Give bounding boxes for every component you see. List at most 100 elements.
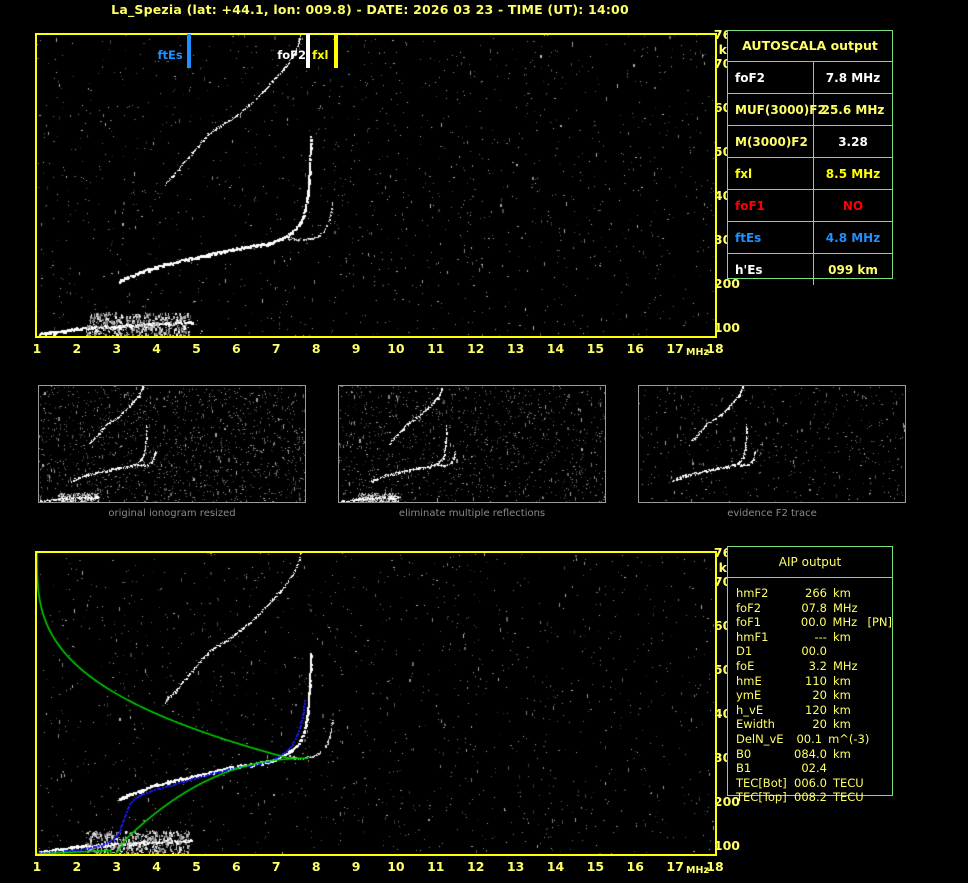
x-axis-tick-14: 14	[546, 859, 565, 874]
aip-param-key: TEC[Bot]	[736, 775, 787, 790]
autoscala-row: h'Es 099 km	[728, 254, 892, 285]
aip-param-key: hmF1	[736, 629, 769, 644]
aip-param-key: Ewidth	[736, 717, 775, 732]
profile-plot-area[interactable]	[35, 551, 717, 856]
x-axis-tick-16: 16	[626, 859, 644, 874]
x-axis-tick-3: 3	[112, 859, 122, 874]
aip-param-value: 02.4	[801, 761, 827, 776]
marker-label-foF2: foF2	[277, 48, 306, 62]
aip-param-key: hmE	[736, 673, 762, 688]
thumbnail-evidence-f2-trace[interactable]	[638, 385, 906, 503]
autoscala-param-value: 8.5 MHz	[825, 166, 881, 181]
x-axis-tick-9: 9	[351, 341, 361, 356]
autoscala-param-label: fxl	[728, 158, 814, 189]
ionogram-plot-area[interactable]	[35, 33, 717, 338]
y-axis-label-200-bottom: 200	[713, 794, 740, 809]
aip-param-value: 008.2	[794, 790, 827, 805]
autoscala-param-label: foF2	[728, 62, 814, 93]
aip-param-extra	[868, 659, 892, 674]
x-axis-tick-10: 10	[387, 341, 405, 356]
aip-param-extra	[868, 630, 892, 645]
aip-param-value: 20	[812, 717, 827, 732]
aip-param-key: B1	[736, 761, 752, 776]
autoscala-row: foF1 NO	[728, 190, 892, 222]
marker-label-ftEs: ftEs	[157, 48, 183, 62]
x-axis-tick-1: 1	[32, 859, 42, 874]
aip-title: AIP output	[728, 547, 892, 578]
aip-param-extra	[868, 674, 892, 689]
y-axis-label-100: 100	[713, 320, 740, 335]
x-axis-tick-11: 11	[427, 859, 445, 874]
aip-param-value: 006.0	[794, 775, 827, 790]
marker-bar-ftEs[interactable]	[186, 34, 191, 68]
aip-row: hmE 110 km	[736, 674, 892, 689]
aip-param-unit: km	[832, 746, 851, 761]
autoscala-param-label: foF1	[728, 190, 814, 221]
thumbnail-eliminate-multiple-reflections[interactable]	[338, 385, 606, 503]
aip-param-unit: TECU	[832, 790, 864, 805]
aip-param-key: D1	[736, 644, 753, 659]
aip-param-key: hmF2	[736, 586, 769, 600]
autoscala-param-label: M(3000)F2	[728, 126, 814, 157]
autoscala-param-value: 25.6 MHz	[821, 102, 885, 117]
autoscala-param-value: NO	[842, 198, 864, 213]
marker-bar-fxl[interactable]	[334, 34, 339, 68]
x-axis-tick-4: 4	[152, 341, 161, 356]
aip-row: Ewidth 20 km	[736, 717, 892, 732]
aip-param-extra	[868, 644, 892, 659]
x-axis-tick-4: 4	[152, 859, 161, 874]
autoscala-row: foF2 7.8 MHz	[728, 62, 892, 94]
aip-param-unit: km	[832, 673, 851, 688]
x-axis-tick-17: 17	[666, 859, 684, 874]
x-axis-tick-6: 6	[232, 341, 241, 356]
x-axis-unit: MHz	[686, 347, 709, 358]
aip-param-key: B0	[736, 746, 752, 761]
page-title: La_Spezia (lat: +44.1, lon: 009.8) - DAT…	[111, 2, 629, 17]
aip-row: B0 084.0 km	[736, 747, 892, 762]
autoscala-row: M(3000)F2 3.28	[728, 126, 892, 158]
aip-param-extra	[868, 717, 892, 732]
aip-param-extra	[868, 601, 892, 616]
x-axis-tick-18: 18	[706, 859, 724, 874]
autoscala-param-label: h'Es	[728, 254, 814, 285]
aip-param-unit: km	[832, 717, 851, 732]
aip-param-value: 00.0	[801, 644, 827, 659]
x-axis-tick-17: 17	[666, 341, 684, 356]
aip-param-extra	[869, 732, 892, 747]
aip-row: h_vE 120 km	[736, 703, 892, 718]
aip-param-key: DelN_vE	[736, 731, 784, 746]
x-axis-tick-13: 13	[506, 341, 525, 356]
autoscala-param-value: 099 km	[828, 262, 878, 277]
aip-param-value: 266	[805, 586, 827, 600]
marker-bar-foF2[interactable]	[306, 34, 311, 68]
autoscala-param-value: 4.8 MHz	[825, 230, 881, 245]
aip-output-table: AIP output hmF2 266 km foF2 07.8 MHz foF1 00.0 M…	[727, 546, 893, 804]
aip-param-value: 00.0	[800, 615, 827, 630]
x-axis-tick-11: 11	[427, 341, 445, 356]
aip-param-unit: m^(-3)	[828, 731, 870, 746]
aip-param-unit: km	[832, 702, 851, 717]
x-axis-tick-7: 7	[271, 341, 281, 356]
autoscala-param-value: 7.8 MHz	[825, 70, 881, 85]
x-axis-tick-5: 5	[192, 859, 201, 874]
aip-param-unit: TECU	[832, 775, 864, 790]
x-axis-tick-5: 5	[192, 341, 201, 356]
aip-row: TEC[Bot] 006.0 TECU	[736, 776, 892, 791]
x-axis-tick-8: 8	[311, 341, 321, 356]
x-axis-tick-2: 2	[72, 341, 82, 356]
x-axis-tick-18: 18	[706, 341, 724, 356]
autoscala-row: ftEs 4.8 MHz	[728, 222, 892, 254]
aip-param-key: foF2	[736, 600, 762, 615]
x-axis-tick-15: 15	[586, 341, 605, 356]
aip-row: TEC[Top] 008.2 TECU	[736, 790, 892, 805]
aip-param-value: 00.1	[796, 731, 823, 746]
aip-param-value: 3.2	[808, 658, 827, 673]
aip-param-key: foE	[736, 658, 755, 673]
thumbnail-original-ionogram[interactable]	[38, 385, 306, 503]
autoscala-output-table: AUTOSCALA output foF2 7.8 MHz MUF(3000)F2 2…	[727, 30, 893, 285]
aip-param-extra	[868, 776, 892, 791]
aip-param-extra	[868, 790, 892, 805]
aip-param-key: TEC[Top]	[736, 790, 787, 805]
aip-param-unit	[833, 644, 868, 659]
thumbnail-caption-1: original ionogram resized	[108, 508, 236, 519]
